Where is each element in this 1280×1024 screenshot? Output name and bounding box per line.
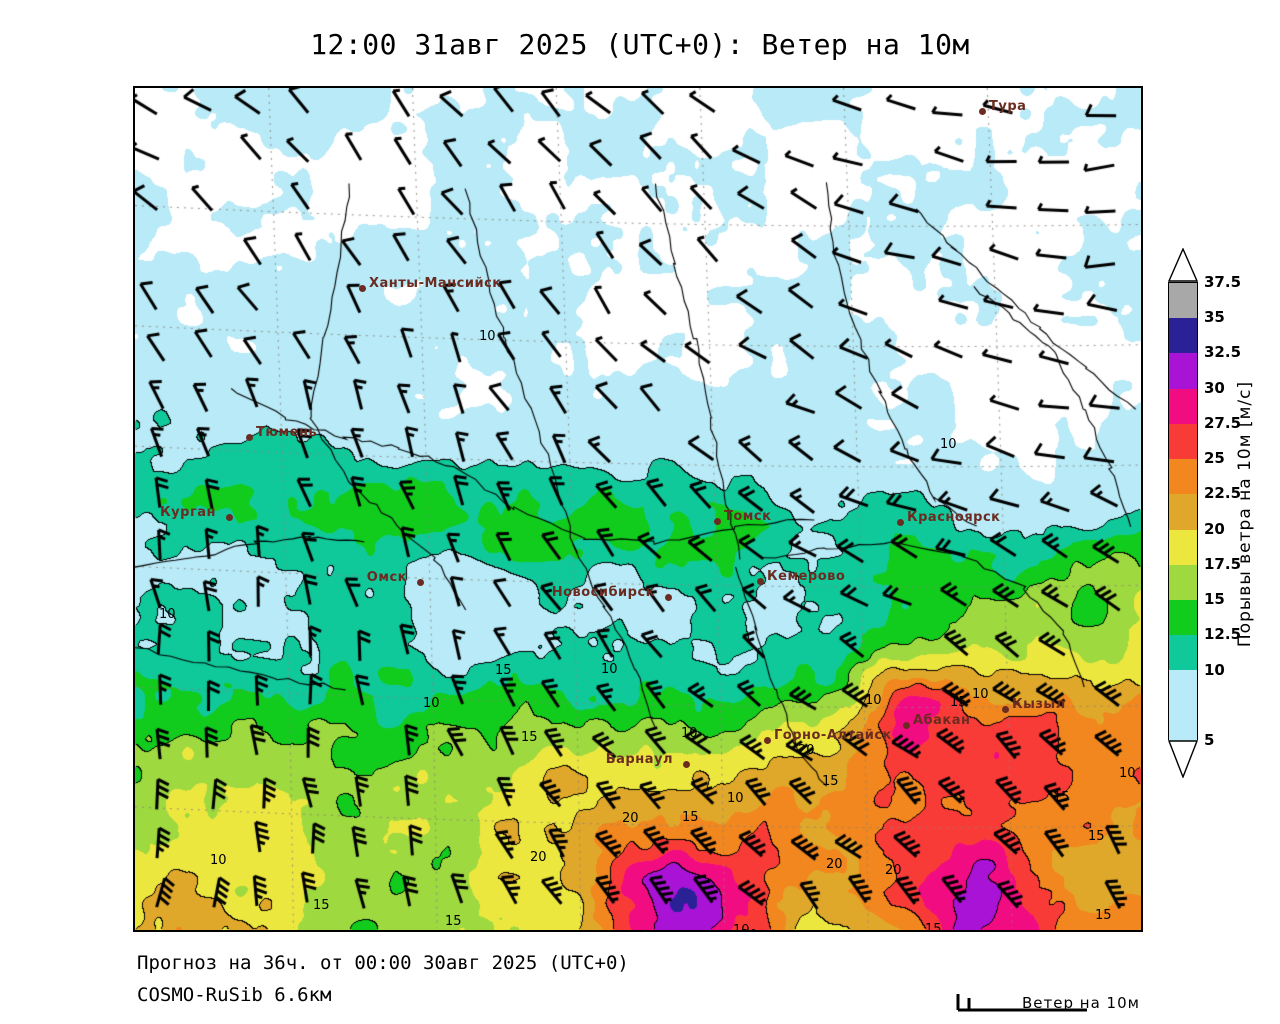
colorbar-band-35-37.5 <box>1169 283 1197 319</box>
colorbar-band-30-32.5 <box>1169 353 1197 389</box>
colorbar-tick-10: 10 <box>1204 660 1225 679</box>
colorbar-band-10-12.5 <box>1169 635 1197 671</box>
colorbar-band-32.5-35 <box>1169 318 1197 354</box>
colorbar-tick-27.5: 27.5 <box>1204 413 1242 432</box>
colorbar[interactable]: 37.5 35 32.5 30 27.5 25 22.5 20 17.5 15 12.5 10 5 <box>1168 248 1241 780</box>
colorbar-band-5-10 <box>1169 670 1197 741</box>
colorbar-tick-37.5: 37.5 <box>1204 273 1242 291</box>
colorbar-band-27.5-30 <box>1169 388 1197 424</box>
page-title: 12:00 31авг 2025 (UTC+0): Ветер на 10м <box>310 28 970 61</box>
colorbar-tick-32.5: 32.5 <box>1204 343 1242 362</box>
colorbar-band-15-17.5 <box>1169 564 1197 600</box>
colorbar-band-20-22.5 <box>1169 494 1197 530</box>
colorbar-tick-17.5: 17.5 <box>1204 554 1242 573</box>
colorbar-band-25-27.5 <box>1169 423 1197 460</box>
colorbar-band-17.5-20 <box>1169 529 1197 565</box>
wind-barb-legend-label: Ветер на 10м <box>1022 994 1140 1012</box>
colorbar-band-12.5-15 <box>1169 599 1197 636</box>
colorbar-tick-15: 15 <box>1204 590 1225 609</box>
wind-barb-icon <box>956 994 1087 1012</box>
colorbar-tick-12.5: 12.5 <box>1204 625 1242 644</box>
colorbar-band-22.5-25 <box>1169 459 1197 495</box>
colorbar-bands <box>1168 282 1198 741</box>
colorbar-tick-35: 35 <box>1204 308 1225 327</box>
colorbar-under-arrow <box>1168 740 1198 778</box>
map-raster <box>135 88 1141 930</box>
colorbar-tick-22.5: 22.5 <box>1204 484 1242 503</box>
colorbar-tick-20: 20 <box>1204 519 1225 538</box>
forecast-info: Прогноз на 36ч. от 00:00 30авг 2025 (UTC… <box>137 952 629 974</box>
weather-map[interactable]: Тура Ханты-Мансийск Тюмень Курган Омск Томск Н… <box>133 86 1143 932</box>
colorbar-axis-title-text: Порывы ветра на 10м [м/с] <box>1235 380 1256 648</box>
colorbar-axis-title: Порывы ветра на 10м [м/с] <box>1225 248 1265 780</box>
model-info: COSMO-RuSib 6.6км <box>137 984 332 1006</box>
colorbar-tick-30: 30 <box>1204 378 1225 397</box>
colorbar-tick-5: 5 <box>1204 731 1215 749</box>
colorbar-tick-25: 25 <box>1204 449 1225 468</box>
colorbar-over-arrow <box>1168 248 1198 282</box>
